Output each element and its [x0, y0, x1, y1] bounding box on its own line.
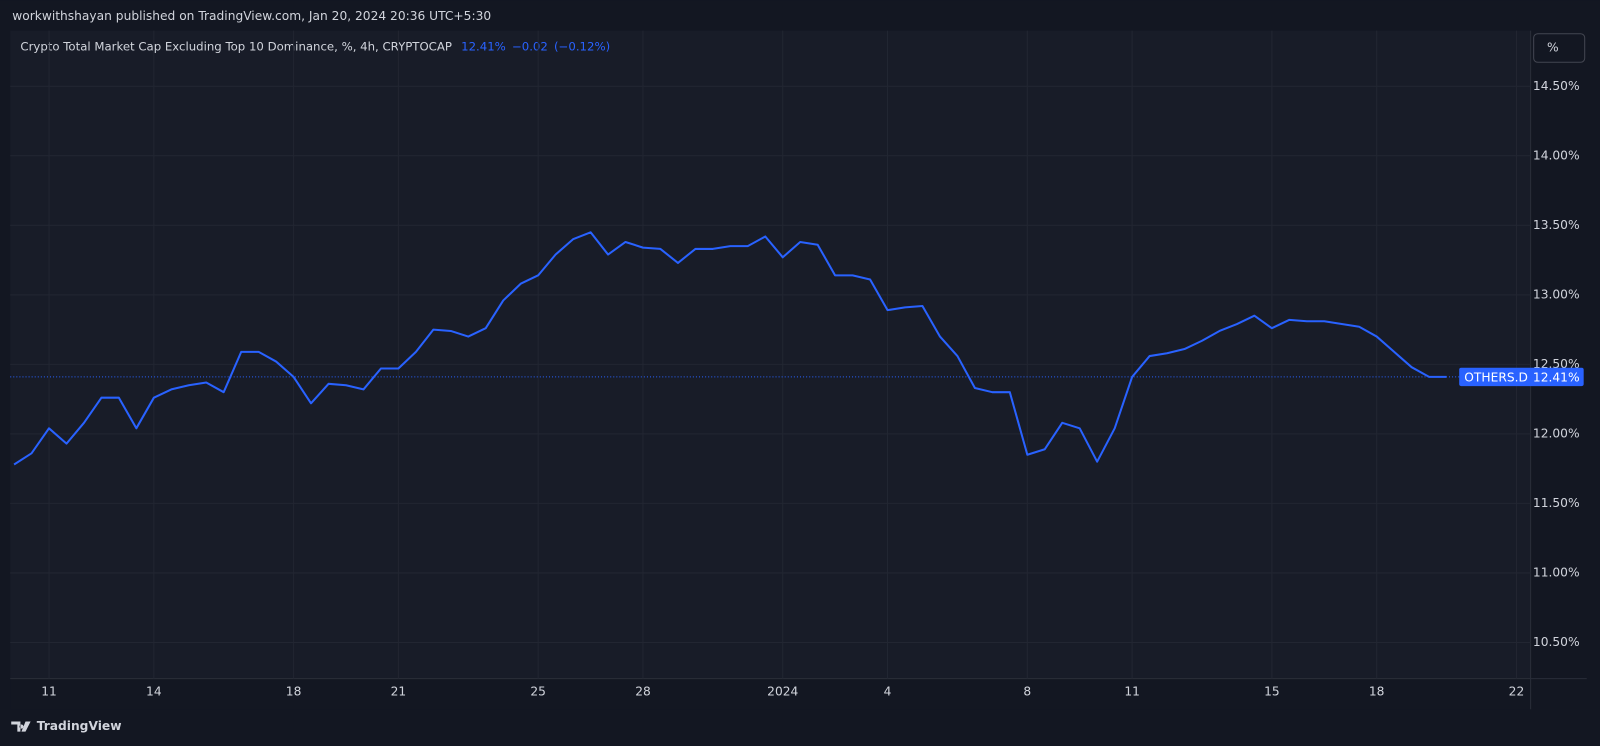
- legend-title: Crypto Total Market Cap Excluding Top 10…: [20, 39, 452, 53]
- last-price-tag: OTHERS.D 12.41%: [1459, 367, 1584, 387]
- last-price-tag-bg: [1459, 367, 1584, 387]
- y-tick-label: 10.50%: [1533, 635, 1580, 649]
- x-tick-label: 11: [41, 684, 57, 698]
- x-tick-label: 2024: [767, 684, 798, 698]
- brand-name: TradingView: [37, 719, 122, 733]
- brand: TradingView: [11, 719, 122, 733]
- x-tick-label: 8: [1023, 684, 1031, 698]
- price-line-series: [13, 231, 1447, 466]
- time-axis: [10, 678, 1531, 710]
- x-tick-label: 4: [884, 684, 892, 698]
- y-tick-label: 14.00%: [1533, 148, 1580, 162]
- brand-logo: [11, 721, 31, 732]
- last-price-name: OTHERS.D: [1464, 370, 1528, 384]
- publisher-note: workwithshayan published on TradingView.…: [12, 9, 491, 23]
- scale-button[interactable]: [1533, 33, 1586, 63]
- scale-button-label[interactable]: %: [1547, 41, 1559, 55]
- last-price-label: 12.41%: [1533, 370, 1580, 384]
- x-tick-label: 14: [146, 684, 162, 698]
- legend-last: 12.41%: [461, 39, 506, 53]
- y-tick-label: 14.50%: [1533, 79, 1580, 93]
- y-tick-label: 11.50%: [1533, 496, 1580, 510]
- legend-change: −0.02: [512, 39, 548, 53]
- x-tick-label: 28: [635, 684, 651, 698]
- grid: [10, 30, 1531, 679]
- y-tick-label: 11.00%: [1533, 565, 1580, 579]
- y-tick-label: 13.00%: [1533, 287, 1580, 301]
- x-tick-label: 21: [391, 684, 407, 698]
- x-tick-label: 15: [1264, 684, 1280, 698]
- plot-area: [10, 30, 1531, 679]
- x-tick-label: 18: [286, 684, 302, 698]
- y-tick-label: 12.50%: [1533, 357, 1580, 371]
- y-tick-label: 13.50%: [1533, 218, 1580, 232]
- x-tick-label: 22: [1509, 684, 1525, 698]
- x-tick-label: 18: [1369, 684, 1385, 698]
- x-tick-label: 11: [1124, 684, 1140, 698]
- y-tick-label: 12.00%: [1533, 426, 1580, 440]
- legend-change-pct: (−0.12%): [554, 39, 610, 53]
- x-tick-label: 25: [530, 684, 546, 698]
